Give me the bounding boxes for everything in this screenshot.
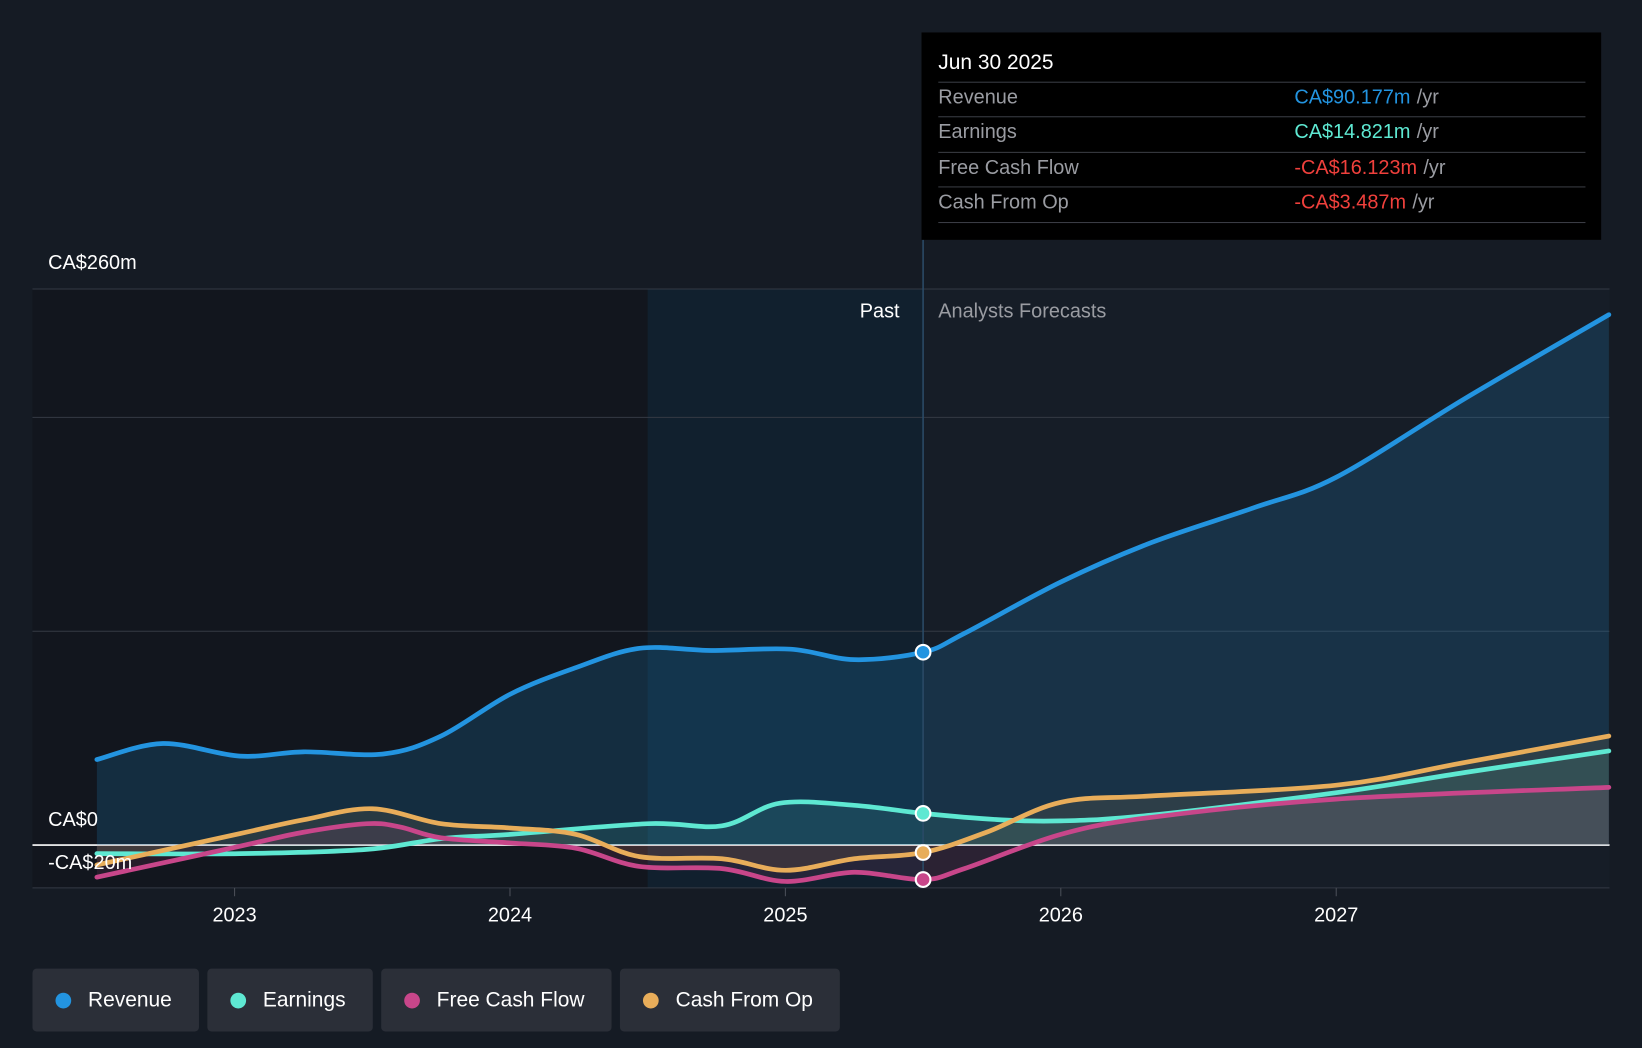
tooltip-value: CA$90.177m/yr [1294,83,1439,114]
tooltip-label: Cash From Op [938,191,1069,214]
dot-icon [230,992,247,1008]
value: -CA$16.123m [1294,157,1418,180]
legend-label: Cash From Op [675,988,813,1012]
x-tick-label: 2025 [763,904,807,926]
cash-from-op-marker [914,844,932,861]
free-cash-flow-line [94,784,1612,884]
value: CA$90.177m [1294,86,1411,109]
divider [938,222,1586,224]
tooltip-value: -CA$16.123m/yr [1294,153,1445,184]
forecast-label: Analysts Forecasts [938,300,1107,323]
dot-icon [55,992,72,1008]
free-cash-flow-marker [914,871,932,888]
earnings-area [96,750,1609,854]
tooltip-value: -CA$3.487m/yr [1294,187,1434,218]
x-tick-label: 2023 [212,904,256,926]
past-label: Past [859,300,900,323]
tooltip-row-earnings: Earnings CA$14.821m/yr [938,116,1586,152]
earnings-marker [914,805,932,822]
value: CA$14.821m [1294,121,1411,144]
unit: /yr [1416,121,1439,144]
dot-icon [404,992,420,1008]
tooltip: Jun 30 2025 Revenue CA$90.177m/yr Earning… [921,32,1602,240]
value: -CA$3.487m [1294,191,1407,214]
x-tick-label: 2026 [1039,904,1083,926]
revenue-area [96,314,1609,846]
tooltip-row-revenue: Revenue CA$90.177m/yr [938,81,1586,118]
y-tick-label: -CA$20m [48,852,133,875]
legend-cash-from-op[interactable]: Cash From Op [620,968,841,1032]
unit: /yr [1412,191,1435,214]
cash-from-op-line [94,733,1612,873]
past-background [32,289,648,888]
legend-revenue[interactable]: Revenue [32,968,200,1032]
y-tick-label: CA$0 [48,809,98,832]
dot-icon [643,992,659,1008]
revenue-marker [914,643,932,661]
unit: /yr [1416,86,1439,109]
earnings-line [94,748,1612,857]
x-tick-label: 2027 [1314,904,1358,926]
past-highlight-region [647,289,924,888]
free-cash-flow-area [96,787,1609,882]
tooltip-value: CA$14.821m/yr [1294,117,1439,148]
tooltip-date: Jun 30 2025 [938,51,1054,75]
legend: Revenue Earnings Free Cash Flow Cash Fro… [32,968,841,1032]
x-tick-label: 2024 [488,904,532,926]
tooltip-row-fcf: Free Cash Flow -CA$16.123m/yr [938,151,1586,188]
revenue-line [94,312,1612,762]
tooltip-label: Earnings [938,121,1017,144]
legend-label: Earnings [262,988,346,1012]
y-tick-label: CA$260m [48,252,137,275]
legend-label: Revenue [87,988,172,1012]
legend-label: Free Cash Flow [436,988,585,1012]
legend-free-cash-flow[interactable]: Free Cash Flow [381,968,612,1032]
tooltip-label: Revenue [938,86,1018,109]
tooltip-row-cfo: Cash From Op -CA$3.487m/yr [938,186,1586,222]
unit: /yr [1423,157,1446,180]
tooltip-label: Free Cash Flow [938,157,1079,180]
legend-earnings[interactable]: Earnings [207,968,373,1032]
